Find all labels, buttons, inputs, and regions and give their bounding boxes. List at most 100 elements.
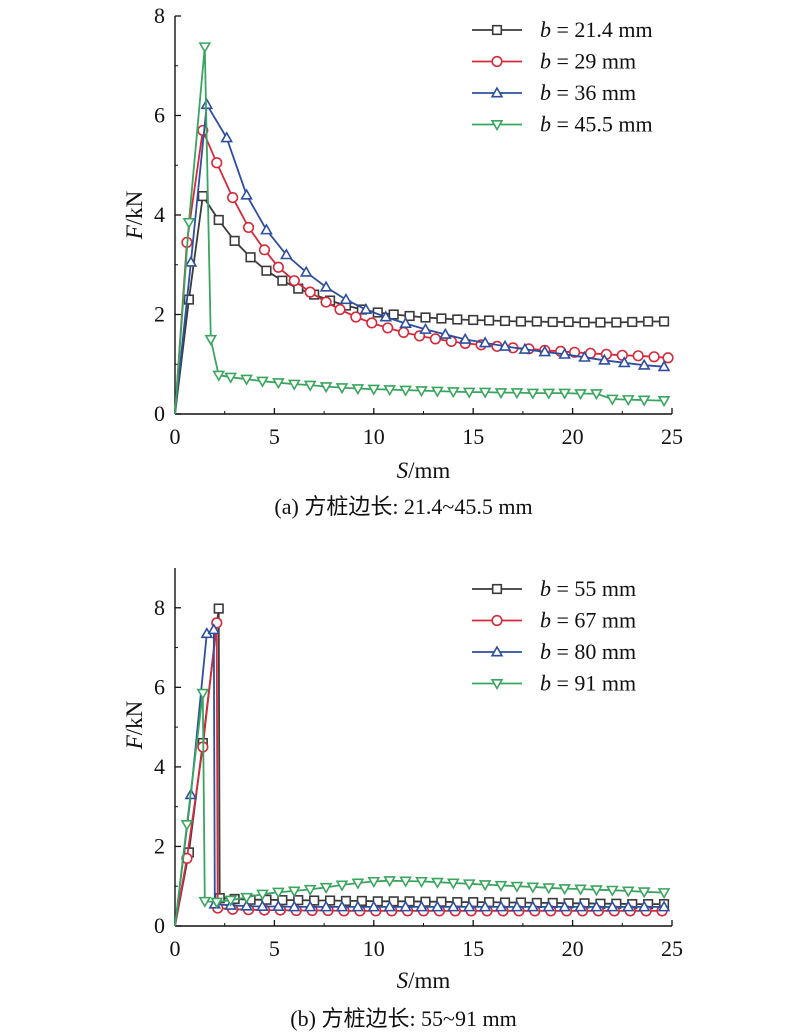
series-line [174, 127, 669, 415]
data-point [595, 317, 606, 328]
data-point [643, 316, 654, 327]
data-point [515, 316, 527, 327]
data-point [398, 326, 410, 339]
x-tick-label: 25 [661, 424, 683, 449]
data-point [462, 387, 476, 399]
data-point [446, 387, 460, 399]
data-point [606, 885, 619, 897]
data-point [617, 356, 631, 368]
y-tick-label: 6 [154, 674, 165, 699]
data-point [207, 623, 221, 635]
data-point [324, 895, 336, 906]
data-point [399, 316, 412, 328]
series-triangle-down [174, 42, 671, 415]
data-point [478, 880, 492, 892]
data-point [621, 886, 635, 898]
data-point [229, 235, 240, 246]
data-point [542, 883, 556, 895]
x-tick-label: 0 [170, 936, 181, 961]
data-point [367, 876, 381, 889]
x-tick-label: 15 [462, 936, 484, 961]
data-point [526, 882, 540, 894]
data-point [436, 313, 447, 324]
data-point [277, 275, 288, 286]
data-point [518, 342, 532, 354]
data-point [240, 374, 253, 386]
data-point [210, 897, 224, 909]
data-point [415, 386, 428, 398]
data-point [304, 286, 316, 298]
data-point [359, 302, 373, 315]
data-point [590, 885, 603, 897]
x-tick-label: 10 [363, 936, 385, 961]
data-point [468, 314, 479, 326]
data-point [227, 191, 239, 204]
data-point [256, 899, 269, 912]
data-point [484, 315, 495, 326]
data-point [399, 876, 412, 888]
data-point [183, 294, 195, 305]
data-point [334, 303, 346, 316]
data-point [335, 383, 349, 395]
legend-marker [491, 55, 503, 68]
legend-marker [490, 119, 504, 132]
data-point [637, 887, 651, 899]
data-point [420, 312, 431, 323]
data-point [542, 388, 556, 400]
legend-marker [490, 86, 504, 98]
data-point [590, 389, 603, 401]
chart-a: 0 2 4 6 8 0 5 10 15 20 25 S/mm F/kN b = 21.4 mm b = 29… [122, 3, 683, 519]
data-point [245, 252, 256, 263]
y-tick-label: 4 [154, 754, 165, 779]
legend-label: b = 36 mm [540, 80, 636, 105]
data-point [287, 886, 301, 898]
data-point [574, 389, 587, 401]
data-point [446, 900, 460, 912]
data-point [494, 880, 508, 892]
data-point [621, 395, 635, 407]
data-point [272, 887, 285, 899]
data-point [538, 345, 552, 357]
data-point [578, 350, 591, 362]
data-point [196, 688, 210, 700]
data-point [320, 296, 332, 308]
data-point [590, 900, 603, 912]
data-point [431, 386, 444, 398]
data-point [662, 352, 674, 364]
x-tick-label: 5 [269, 936, 280, 961]
legend-label: b = 67 mm [540, 608, 636, 633]
legend-marker [490, 678, 504, 691]
data-point [335, 880, 349, 892]
data-point [319, 280, 333, 292]
data-point [197, 190, 208, 202]
data-point [198, 896, 212, 908]
data-point [382, 322, 394, 334]
legend-label: b = 91 mm [540, 671, 636, 696]
y-axis-label: F/kN [122, 700, 147, 750]
data-point [458, 332, 472, 344]
x-tick-label: 10 [363, 424, 385, 449]
data-point [621, 900, 635, 912]
data-point [446, 878, 460, 890]
data-point [383, 876, 397, 888]
data-point [611, 317, 622, 328]
data-point [606, 900, 619, 912]
data-point [439, 327, 452, 339]
series-triangle-up [174, 623, 671, 927]
x-tick-label: 25 [661, 936, 683, 961]
y-tick-label: 2 [154, 833, 165, 858]
data-point [379, 310, 393, 322]
data-point [272, 899, 285, 912]
data-point [184, 255, 198, 267]
series-circle [174, 124, 674, 415]
data-point [303, 900, 317, 912]
y-tick-label: 8 [154, 3, 165, 28]
y-tick-label: 0 [154, 401, 165, 426]
data-point [558, 347, 571, 359]
legend-marker [490, 645, 504, 657]
data-point [419, 322, 432, 334]
data-point [309, 895, 320, 906]
y-tick-label: 6 [154, 103, 165, 128]
data-point [260, 223, 273, 235]
